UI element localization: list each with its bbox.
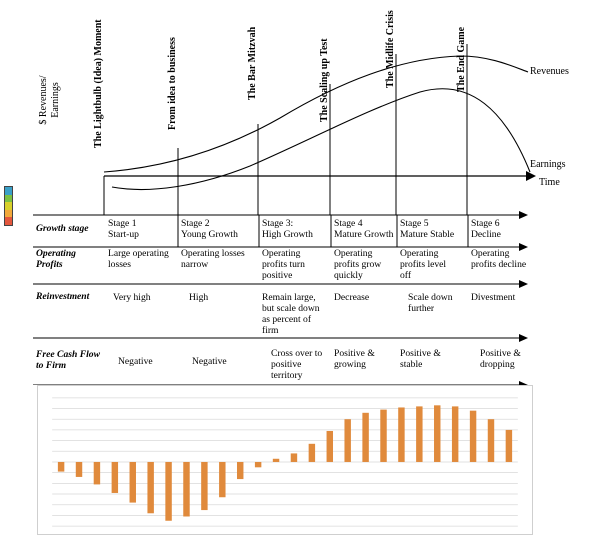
reinvestment-cell: Divestment [471, 292, 516, 303]
reinvestment-cell: Remain large, but scale down as percent of… [262, 292, 320, 336]
cash-flow-bar [505, 429, 513, 462]
fcff-cell: Cross over to positive territory [271, 348, 322, 381]
fcff-cell: Positive & dropping [480, 348, 521, 370]
cash-flow-bar [201, 461, 208, 511]
row-header-operating-profits: Operating Profits [36, 248, 76, 270]
fcff-cell: Positive & growing [334, 348, 375, 370]
stage-label: Stage 5 Mature Stable [400, 218, 454, 240]
fcff-cell: Positive & stable [400, 348, 441, 370]
cash-flow-bar [147, 461, 154, 514]
operating-profits-cell: Operating profits level off [400, 248, 446, 281]
stage-color-indicator [4, 186, 13, 226]
cash-flow-bar [57, 461, 65, 472]
stage-label: Stage 4 Mature Growth [334, 218, 394, 240]
time-label: Time [539, 177, 560, 188]
y-axis-label: $ Revenues/Earnings [38, 75, 61, 124]
reinvestment-cell: Decrease [334, 292, 369, 303]
earnings-label: Earnings [530, 159, 566, 170]
cash-flow-bar [344, 419, 351, 462]
cash-flow-bar [111, 461, 119, 493]
cash-flow-bar [236, 461, 244, 480]
row-divider-head [519, 211, 528, 219]
cash-flow-bar [308, 443, 316, 462]
operating-profits-cell: Large operating losses [108, 248, 169, 270]
life-cycle-diagram: $ Revenues/Earnings Time Earnings Revenues T… [33, 10, 569, 385]
row-header-growth-stage: Growth stage [36, 223, 89, 234]
stage-label: Stage 1 Start-up [108, 218, 139, 240]
indicator-segment [5, 187, 12, 195]
cash-flow-bar [165, 461, 172, 521]
cash-flow-bar [290, 453, 298, 462]
stage-label: Stage 3: High Growth [262, 218, 313, 240]
stage-label: Stage 6 Decline [471, 218, 501, 240]
reinvestment-cell: High [189, 292, 208, 303]
time-axis-arrowhead [526, 171, 536, 181]
revenues-curve [103, 55, 529, 173]
row-header-reinvestment: Reinvestment [35, 291, 90, 302]
indicator-segment [5, 217, 12, 225]
operating-profits-cell: Operating losses narrow [181, 248, 245, 270]
cash-flow-bar [75, 461, 83, 477]
stage-title: The Bar Mitzvah [247, 26, 258, 100]
operating-profits-cell: Operating profits decline [471, 248, 526, 270]
cash-flow-bar [434, 405, 441, 462]
fcff-cell: Negative [192, 356, 227, 367]
stage-label: Stage 2 Young Growth [181, 218, 238, 240]
cash-flow-bar [362, 412, 369, 462]
cash-flow-bar [416, 406, 423, 462]
revenues-label: Revenues [530, 66, 569, 77]
cash-flow-bar [254, 461, 262, 468]
operating-profits-arrow-head [519, 280, 528, 288]
cash-flow-bar [326, 430, 334, 462]
cash-flow-bar [93, 461, 101, 485]
cash-flow-bar [219, 461, 226, 498]
stage-title: From idea to business [167, 37, 178, 130]
cash-flow-bar [272, 458, 280, 462]
cash-flow-bar [469, 410, 477, 462]
cash-flow-bar [451, 406, 459, 462]
cash-flow-bar [129, 461, 136, 503]
stage-title: The Lightbulb (Idea) Moment [93, 19, 104, 148]
indicator-segment [5, 202, 12, 210]
stage-title: The Midlife Crisis [385, 10, 396, 88]
operating-profits-cell: Operating profits grow quickly [334, 248, 381, 281]
fcff-arrow-head [519, 381, 528, 385]
earnings-curve [111, 88, 531, 191]
stage-title: The End Game [456, 26, 467, 92]
reinvestment-cell: Very high [113, 292, 151, 303]
indicator-segment [5, 194, 12, 203]
growth-stage-arrow-head [519, 243, 528, 251]
cash-flow-bar-chart [37, 385, 533, 535]
row-header-fcff: Free Cash Flow to Firm [35, 349, 101, 371]
reinvestment-arrow-head [519, 334, 528, 342]
reinvestment-cell: Scale down further [408, 292, 453, 314]
fcff-cell: Negative [118, 356, 153, 367]
operating-profits-cell: Operating profits turn positive [262, 248, 305, 281]
stage-title: The Scaling up Test [319, 38, 330, 122]
cash-flow-bar [380, 409, 387, 462]
cash-flow-bar [183, 461, 190, 517]
indicator-segment [5, 209, 12, 218]
cash-flow-bar [398, 407, 405, 462]
cash-flow-bar [487, 419, 495, 462]
